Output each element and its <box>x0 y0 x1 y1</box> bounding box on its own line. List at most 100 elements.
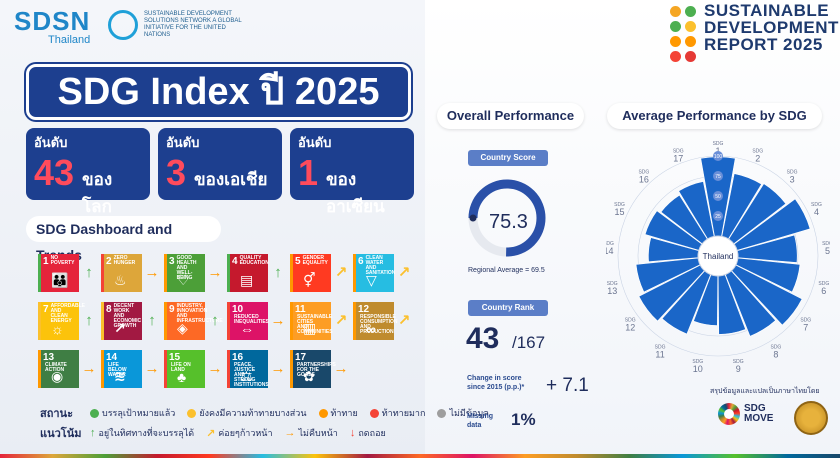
polar-category-label-prefix: SDG <box>733 359 744 365</box>
polar-category-label-number: 10 <box>693 364 703 374</box>
sdg-tile-number: 13 <box>43 352 55 363</box>
polar-category-label-prefix: SDG <box>713 141 724 147</box>
sdg-tile-11: 11SUSTAINABLE CITIES AND COMMUNITIES ▥ <box>290 302 333 340</box>
polar-category-label-prefix: SDG <box>638 170 649 176</box>
trend-legend-item: ↑ อยู่ในทิศทางที่จะบรรลุได้ <box>90 426 194 440</box>
country-score-value: 75.3 <box>489 211 528 233</box>
polar-ring-label: 25 <box>715 214 721 220</box>
polar-ring-label: 75 <box>715 174 721 180</box>
sdg-move-line-1: SDG <box>744 403 766 414</box>
rank-box-world: อันดับ 43 ของโลก <box>26 128 150 216</box>
status-dot-icon <box>369 408 379 418</box>
polar-ring-label: 50 <box>715 194 721 200</box>
trend-arrow-icon: ↗ <box>397 312 411 329</box>
university-seal-icon <box>794 401 828 435</box>
sdg-tile-number: 2 <box>106 256 112 267</box>
sdg-tile-name: RESPONSIBLE CONSUMPTION AND PRODUCTION <box>360 314 398 335</box>
status-legend-item: ยังคงมีความท้าทายบางส่วน <box>187 406 307 420</box>
sdg-tile-name: NO POVERTY <box>50 255 75 266</box>
sdg-tile-2: 2 ZERO HUNGER ♨ <box>101 254 142 292</box>
trend-arrow-icon: ↑ <box>274 264 282 281</box>
regional-average: Regional Average = 69.5 <box>468 267 545 274</box>
sdg-tile-number: 12 <box>358 304 370 315</box>
polar-category-label-prefix: SDG <box>655 345 666 351</box>
polar-category-label-number: 17 <box>673 153 683 163</box>
trend-arrow-icon: ↑ <box>85 264 93 281</box>
infinity-icon: ∞ <box>366 321 376 337</box>
status-dot-icon <box>90 408 99 418</box>
sdg-tile-number: 8 <box>106 304 112 315</box>
trend-arrow-icon: → <box>81 360 97 377</box>
sdg-tile-name: SUSTAINABLE CITIES AND COMMUNITIES <box>297 314 333 335</box>
polar-category-label-prefix: SDG <box>606 241 614 247</box>
polar-category-label-number: 13 <box>607 286 617 296</box>
status-legend-text: ไม่มีข้อมูล <box>449 408 489 418</box>
status-legend: สถานะ บรรลุเป้าหมายแล้ว ยังคงมีความท้าทาย… <box>40 404 501 422</box>
polar-category-label-prefix: SDG <box>787 170 798 176</box>
sdg-tile-name: LIFE BELOW WATER <box>108 362 127 378</box>
polar-category-label-number: 6 <box>821 286 826 296</box>
country-rank-total: /167 <box>512 333 546 352</box>
polar-ring-badge <box>713 151 723 161</box>
polar-category-label-number: 7 <box>803 322 808 332</box>
trend-arrow-icon: → <box>270 360 286 377</box>
status-legend-item: บรรลุเป้าหมายแล้ว <box>90 406 175 420</box>
rank-box-asia: อันดับ 3 ของเอเชีย <box>158 128 282 200</box>
polar-category-label-number: 9 <box>736 364 741 374</box>
polar-ring-badge <box>713 191 723 201</box>
sdsn-name: SDSN <box>14 6 91 36</box>
sdg-tile-number: 16 <box>232 352 244 363</box>
score-donut <box>468 179 546 257</box>
polar-ring-label: 100 <box>714 154 723 160</box>
sdg-tile-number: 3 <box>169 256 175 267</box>
report-line-3: REPORT 2025 <box>704 35 823 54</box>
trend-arrow-icon: ↑ <box>90 427 96 439</box>
sdg-tile-13: 13CLIMATE ACTION ◉ <box>38 350 79 388</box>
globe-icon <box>108 10 138 40</box>
polar-category-label-number: 11 <box>655 350 664 360</box>
report-logo: SUSTAINABLE DEVELOPMENT REPORT 2025 <box>670 2 839 62</box>
trend-arrow-icon: → <box>333 360 349 377</box>
sdg-tile-name: GENDER EQUALITY <box>302 255 328 266</box>
polar-category-label-number: 15 <box>615 207 625 217</box>
sdg-tile-number: 9 <box>169 304 175 315</box>
sdg-tile-number: 11 <box>295 304 306 315</box>
country-rank-label: Country Rank <box>468 300 548 316</box>
trend-arrow-icon: → <box>207 264 223 281</box>
trend-legend-text: ถดถอย <box>358 428 386 438</box>
credit-text: สรุปข้อมูลและแปลเป็นภาษาไทยโดย <box>710 388 820 395</box>
sdg-move-line-2: MOVE <box>744 413 774 424</box>
polar-category-label-number: 14 <box>606 246 613 256</box>
page-title: SDG Index ปี 2025 <box>26 64 411 120</box>
missing-data-label: Missing data <box>467 412 493 430</box>
sdg-tile-name: AFFORDABLE AND CLEAN ENERGY <box>50 303 86 324</box>
trend-legend-item: → ไม่คืบหน้า <box>285 426 338 440</box>
arrow-dots-icon <box>670 6 696 62</box>
sdg-tile-10: 10REDUCED INEQUALITIES ⇔ <box>227 302 269 340</box>
trend-legend-item: ↓ ถดถอย <box>350 426 386 440</box>
polar-category-label-prefix: SDG <box>625 317 636 323</box>
report-line-2: DEVELOPMENT <box>704 18 839 37</box>
sdg-tile-4: 4 QUALITY EDUCATION ▤ <box>227 254 269 292</box>
sdg-tile-number: 4 <box>232 256 238 267</box>
polar-category-label-prefix: SDG <box>614 202 625 208</box>
sdg-tile-name: DECENT WORK AND ECONOMIC GROWTH <box>113 303 142 329</box>
country-score-label: Country Score <box>468 150 548 166</box>
tree-icon: ♣ <box>177 369 187 385</box>
city-icon: ▥ <box>303 320 317 336</box>
polar-category-label-number: 5 <box>825 246 830 256</box>
sdg-color-bar <box>0 454 840 458</box>
polar-category-label-prefix: SDG <box>800 317 811 323</box>
sdg-tile-name: PEACE, JUSTICE AND STRONG INSTITUTIONS <box>234 362 269 388</box>
sdg-tile-name: QUALITY EDUCATION <box>239 255 269 266</box>
gender-icon: ⚥ <box>303 272 316 288</box>
polar-bar-chart: SDG1SDG2SDG3SDG4SDG5SDG6SDG7SDG8SDG9SDG1… <box>606 141 830 374</box>
sdg-tile-number: 14 <box>106 352 118 363</box>
status-dot-icon <box>437 408 447 418</box>
network-logo: SUSTAINABLE DEVELOPMENT SOLUTIONS NETWOR… <box>108 10 244 40</box>
status-legend-item: ไม่มีข้อมูล <box>437 406 489 420</box>
trend-arrow-icon: ↗ <box>334 264 348 281</box>
polar-ring-badge <box>713 171 723 181</box>
trend-legend-item: ↗ ค่อยๆก้าวหน้า <box>206 426 272 440</box>
sdg-wheel-icon <box>718 403 740 425</box>
